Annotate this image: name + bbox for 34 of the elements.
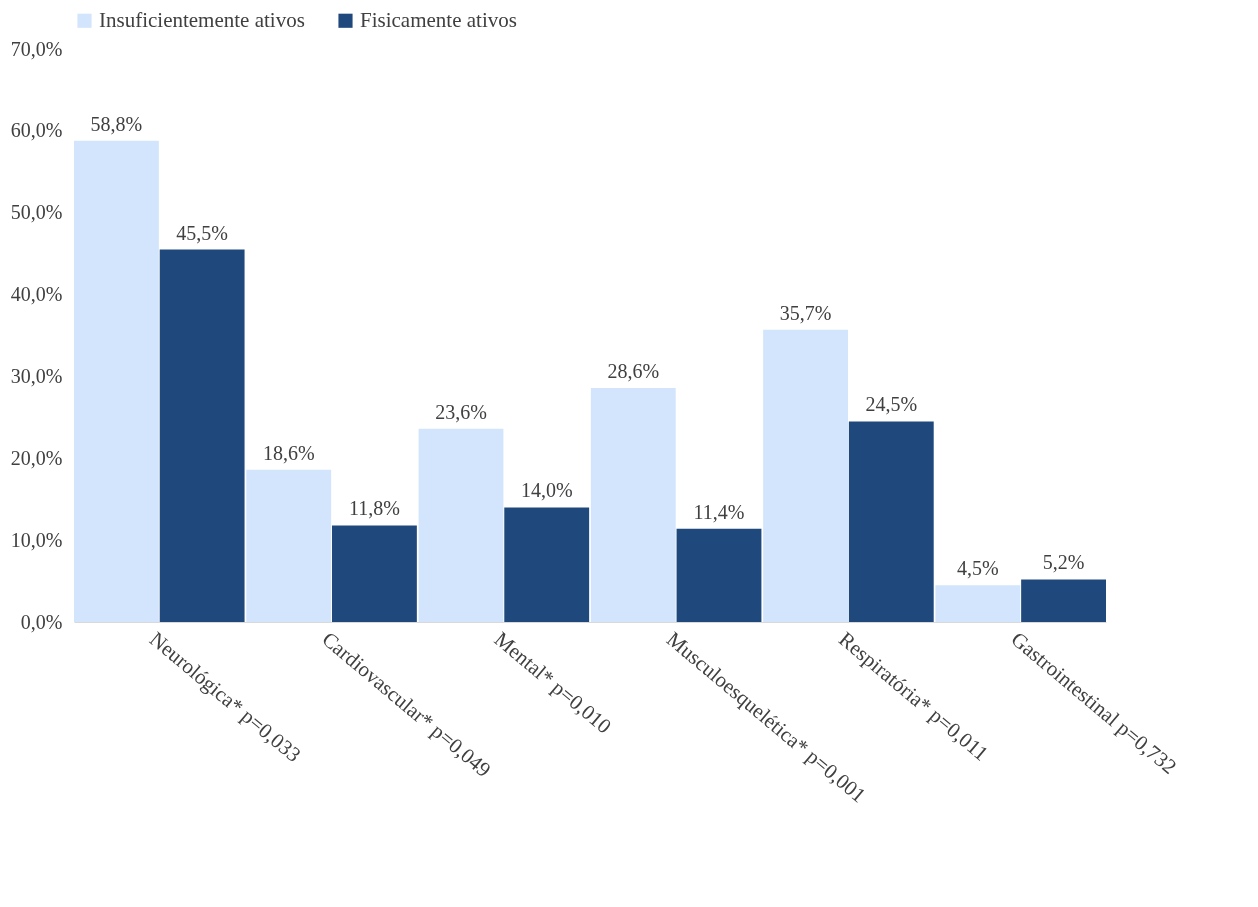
y-tick-label: 30,0% [10, 364, 63, 387]
data-label: 18,6% [262, 441, 315, 464]
legend-label: Insuficientemente ativos [99, 7, 305, 32]
bar [159, 249, 245, 622]
data-label: 11,4% [693, 500, 745, 523]
data-label: 24,5% [865, 393, 918, 416]
bar [763, 329, 848, 622]
y-tick-label: 50,0% [10, 201, 63, 224]
y-tick-label: 60,0% [10, 119, 63, 142]
bar [935, 585, 1021, 622]
data-label: 23,6% [435, 400, 487, 423]
data-label: 45,5% [176, 221, 228, 244]
data-label: 35,7% [779, 301, 832, 324]
bar [504, 507, 590, 622]
bar [74, 140, 159, 622]
data-label: 58,8% [90, 112, 143, 135]
bar [418, 428, 504, 622]
bar [1021, 579, 1106, 622]
data-label: 4,5% [957, 557, 999, 580]
bar [246, 469, 332, 622]
data-label: 11,8% [348, 497, 400, 520]
bar [676, 528, 762, 622]
y-tick-label: 40,0% [10, 283, 63, 306]
data-label: 5,2% [1042, 551, 1085, 574]
y-tick-label: 70,0% [10, 37, 63, 60]
bar [332, 525, 417, 622]
legend-label: Fisicamente ativos [360, 7, 517, 32]
y-tick-label: 20,0% [10, 446, 63, 469]
data-label: 14,0% [520, 479, 573, 502]
bar [848, 421, 934, 622]
data-label: 28,6% [607, 359, 660, 382]
y-tick-label: 10,0% [10, 528, 63, 551]
y-tick-label: 0,0% [20, 610, 63, 633]
bar [590, 387, 676, 622]
